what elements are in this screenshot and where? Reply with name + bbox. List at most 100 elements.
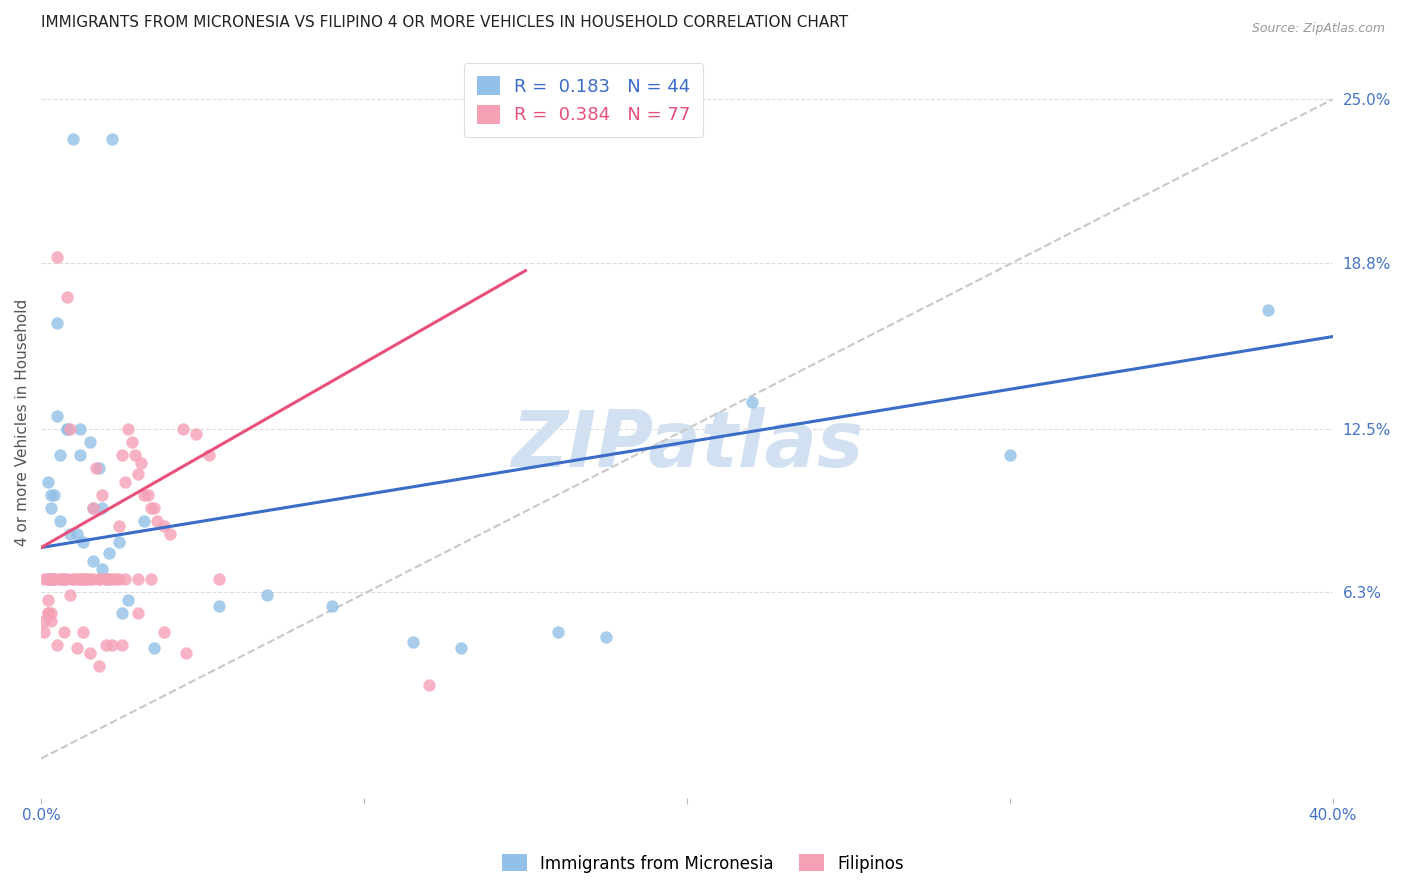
- Point: [143, 500, 166, 515]
- Point: [69, 572, 91, 586]
- Point: [52, 624, 75, 639]
- Point: [741, 395, 763, 409]
- Point: [59, 588, 82, 602]
- Point: [127, 572, 149, 586]
- Point: [97, 546, 120, 560]
- Point: [66, 527, 89, 541]
- Point: [127, 467, 149, 481]
- Point: [39, 488, 62, 502]
- Point: [89, 572, 111, 586]
- Point: [66, 640, 89, 655]
- Text: IMMIGRANTS FROM MICRONESIA VS FILIPINO 4 OR MORE VEHICLES IN HOUSEHOLD CORRELATI: IMMIGRANTS FROM MICRONESIA VS FILIPINO 4…: [41, 15, 848, 30]
- Point: [56, 572, 79, 586]
- Point: [82, 554, 104, 568]
- Point: [34, 572, 56, 586]
- Point: [139, 500, 162, 515]
- Point: [998, 448, 1021, 462]
- Point: [208, 599, 231, 613]
- Point: [114, 475, 136, 489]
- Point: [69, 422, 91, 436]
- Point: [94, 572, 117, 586]
- Point: [62, 132, 84, 146]
- Point: [49, 448, 72, 462]
- Point: [82, 572, 104, 586]
- Point: [39, 607, 62, 621]
- Legend: R =  0.183   N = 44, R =  0.384   N = 77: R = 0.183 N = 44, R = 0.384 N = 77: [464, 63, 703, 137]
- Point: [79, 435, 101, 450]
- Point: [79, 572, 101, 586]
- Point: [39, 615, 62, 629]
- Point: [104, 572, 127, 586]
- Point: [37, 572, 59, 586]
- Point: [136, 488, 159, 502]
- Point: [56, 290, 79, 304]
- Point: [37, 475, 59, 489]
- Point: [49, 572, 72, 586]
- Point: [82, 500, 104, 515]
- Point: [401, 635, 423, 649]
- Point: [46, 409, 69, 423]
- Point: [256, 588, 278, 602]
- Point: [129, 456, 152, 470]
- Point: [79, 646, 101, 660]
- Point: [321, 599, 343, 613]
- Point: [127, 607, 149, 621]
- Point: [101, 572, 124, 586]
- Legend: Immigrants from Micronesia, Filipinos: Immigrants from Micronesia, Filipinos: [495, 847, 911, 880]
- Point: [34, 624, 56, 639]
- Point: [208, 572, 231, 586]
- Point: [107, 572, 129, 586]
- Point: [94, 638, 117, 652]
- Point: [184, 427, 207, 442]
- Point: [111, 448, 134, 462]
- Point: [42, 572, 65, 586]
- Point: [89, 461, 111, 475]
- Point: [153, 519, 176, 533]
- Point: [42, 572, 65, 586]
- Point: [72, 572, 94, 586]
- Point: [418, 678, 440, 692]
- Text: ZIPatlas: ZIPatlas: [510, 407, 863, 483]
- Point: [62, 572, 84, 586]
- Point: [94, 572, 117, 586]
- Point: [101, 132, 124, 146]
- Point: [69, 448, 91, 462]
- Point: [42, 572, 65, 586]
- Point: [89, 572, 111, 586]
- Point: [46, 251, 69, 265]
- Point: [52, 572, 75, 586]
- Point: [111, 638, 134, 652]
- Point: [56, 422, 79, 436]
- Point: [114, 572, 136, 586]
- Point: [59, 527, 82, 541]
- Point: [139, 572, 162, 586]
- Point: [66, 572, 89, 586]
- Point: [143, 640, 166, 655]
- Point: [72, 535, 94, 549]
- Point: [37, 572, 59, 586]
- Point: [49, 572, 72, 586]
- Point: [59, 422, 82, 436]
- Point: [117, 422, 139, 436]
- Point: [91, 488, 114, 502]
- Point: [75, 572, 97, 586]
- Point: [547, 624, 569, 639]
- Point: [82, 500, 104, 515]
- Y-axis label: 4 or more Vehicles in Household: 4 or more Vehicles in Household: [15, 299, 30, 546]
- Point: [91, 561, 114, 575]
- Point: [124, 448, 146, 462]
- Point: [34, 615, 56, 629]
- Point: [176, 646, 198, 660]
- Point: [94, 572, 117, 586]
- Point: [89, 659, 111, 673]
- Point: [1257, 303, 1279, 318]
- Point: [146, 514, 169, 528]
- Point: [97, 572, 120, 586]
- Point: [153, 624, 176, 639]
- Point: [595, 630, 617, 644]
- Point: [39, 500, 62, 515]
- Point: [111, 607, 134, 621]
- Point: [37, 572, 59, 586]
- Point: [39, 572, 62, 586]
- Point: [46, 638, 69, 652]
